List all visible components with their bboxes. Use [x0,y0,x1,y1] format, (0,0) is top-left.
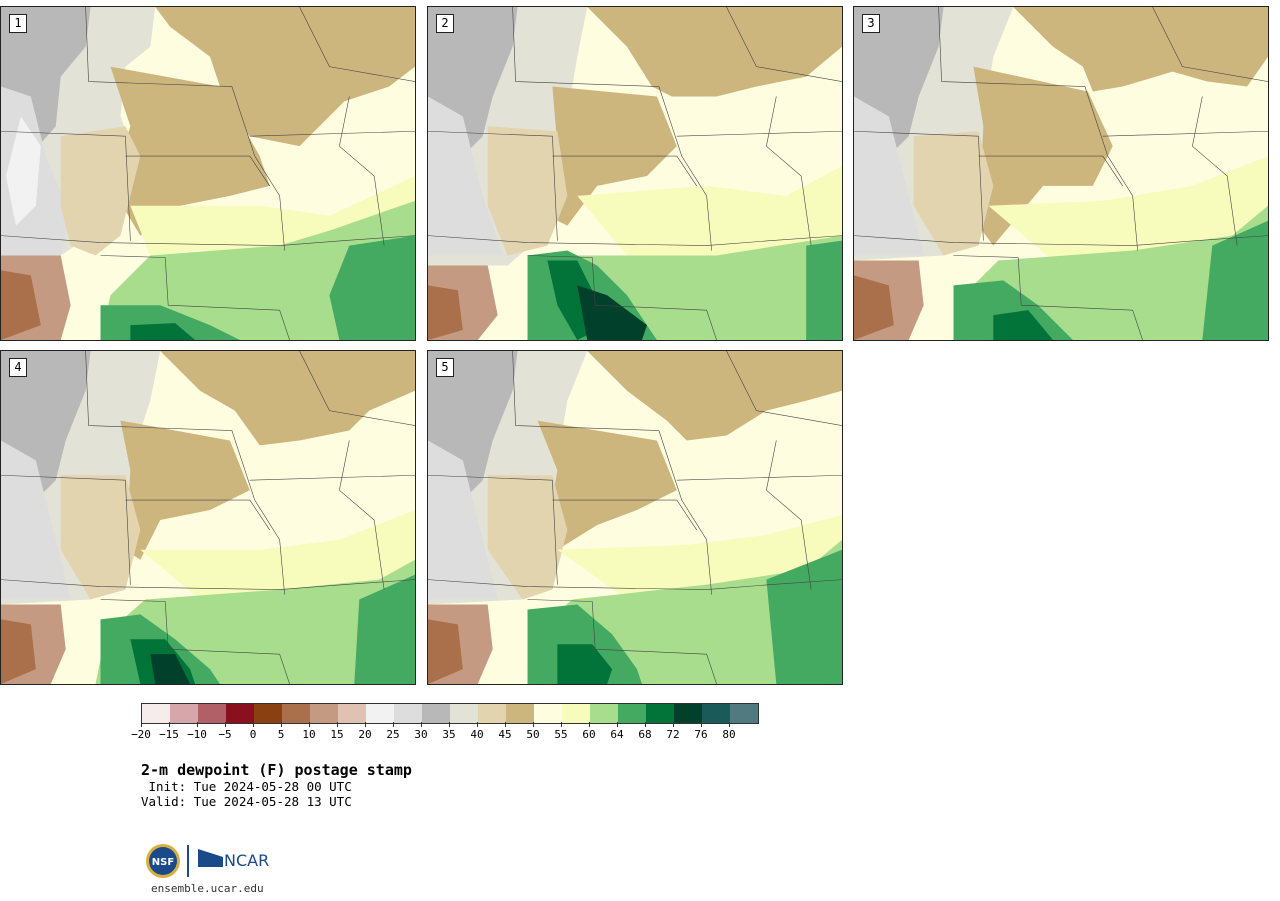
colorbar-swatch [310,704,338,723]
colorbar-swatch [590,704,618,723]
colorbar-legend [141,703,759,724]
panel-number-label: 2 [436,14,454,33]
colorbar-tick-label: 15 [330,728,344,741]
colorbar-tick [561,722,562,727]
dewpoint-map [1,351,415,684]
colorbar-tick-label: 40 [470,728,484,741]
colorbar-tick [281,722,282,727]
colorbar-tick [701,722,702,727]
colorbar-swatch [730,704,758,723]
colorbar-tick-label: 10 [302,728,316,741]
product-title: 2-m dewpoint (F) postage stamp [141,761,412,779]
colorbar-tick [393,722,394,727]
colorbar-tick-label: 25 [386,728,400,741]
colorbar-tick-label: 50 [526,728,540,741]
colorbar-tick [645,722,646,727]
colorbar-swatch [366,704,394,723]
colorbar-tick-label: 72 [666,728,680,741]
colorbar-tick [617,722,618,727]
colorbar-tick [729,722,730,727]
panel-number-label: 3 [862,14,880,33]
panel-number-label: 1 [9,14,27,33]
colorbar-tick [309,722,310,727]
colorbar-tick-label: −5 [218,728,232,741]
colorbar-tick [673,722,674,727]
site-url: ensemble.ucar.edu [151,882,264,895]
colorbar-tick [449,722,450,727]
colorbar-swatch [226,704,254,723]
colorbar-tick [169,722,170,727]
colorbar-tick [589,722,590,727]
dewpoint-map [1,7,415,340]
colorbar-tick-label: −20 [131,728,151,741]
colorbar-tick [225,722,226,727]
colorbar-swatch [534,704,562,723]
colorbar-swatch [646,704,674,723]
panel-number-label: 5 [436,358,454,377]
colorbar-swatch [450,704,478,723]
colorbar-swatch [422,704,450,723]
colorbar-tick [421,722,422,727]
colorbar-swatch [338,704,366,723]
colorbar-ticks: −20 −15 −10 −5 0 5 10 15 20 25 30 35 40 45 50 55 60 64 68 7… [131,722,757,742]
colorbar-swatch [254,704,282,723]
colorbar-swatch [478,704,506,723]
colorbar-tick [337,722,338,727]
colorbar-swatch [618,704,646,723]
colorbar-swatch [198,704,226,723]
colorbar-tick-label: 45 [498,728,512,741]
colorbar-swatch [394,704,422,723]
colorbar-swatch [702,704,730,723]
colorbar-swatch [506,704,534,723]
ensemble-member-panel-2: 2 [427,6,843,341]
colorbar-tick-label: 80 [722,728,736,741]
colorbar-tick [141,722,142,727]
colorbar-tick-label: 35 [442,728,456,741]
panel-number-label: 4 [9,358,27,377]
colorbar-tick [505,722,506,727]
colorbar-tick-label: 55 [554,728,568,741]
colorbar-tick [253,722,254,727]
ensemble-member-panel-1: 1 [0,6,416,341]
colorbar-tick-label: 68 [638,728,652,741]
colorbar-tick-label: −15 [159,728,179,741]
colorbar-tick-label: 0 [249,728,257,741]
colorbar-tick-label: 76 [694,728,708,741]
ensemble-member-panel-3: 3 [853,6,1269,341]
nsf-ncar-logo: NSF NCAR [146,844,269,878]
colorbar-swatch [562,704,590,723]
colorbar-tick-label: 20 [358,728,372,741]
colorbar-tick-label: 30 [414,728,428,741]
dewpoint-map [428,351,842,684]
colorbar-swatch [142,704,170,723]
ensemble-member-panel-5: 5 [427,350,843,685]
colorbar-tick [533,722,534,727]
colorbar-tick-label: 60 [582,728,596,741]
nsf-logo-text: NSF [152,857,174,868]
colorbar-tick-label: −10 [187,728,207,741]
valid-time: Valid: Tue 2024-05-28 13 UTC [141,794,352,809]
colorbar-tick [197,722,198,727]
init-time: Init: Tue 2024-05-28 00 UTC [141,779,352,794]
dewpoint-map [428,7,842,340]
colorbar-tick [365,722,366,727]
dewpoint-map [854,7,1268,340]
colorbar-tick-label: 64 [610,728,624,741]
colorbar-tick [477,722,478,727]
ncar-logo-text: NCAR [224,851,269,870]
colorbar-swatch [170,704,198,723]
colorbar-swatch [282,704,310,723]
colorbar-tick-label: 5 [277,728,285,741]
colorbar-swatch [674,704,702,723]
ensemble-member-panel-4: 4 [0,350,416,685]
